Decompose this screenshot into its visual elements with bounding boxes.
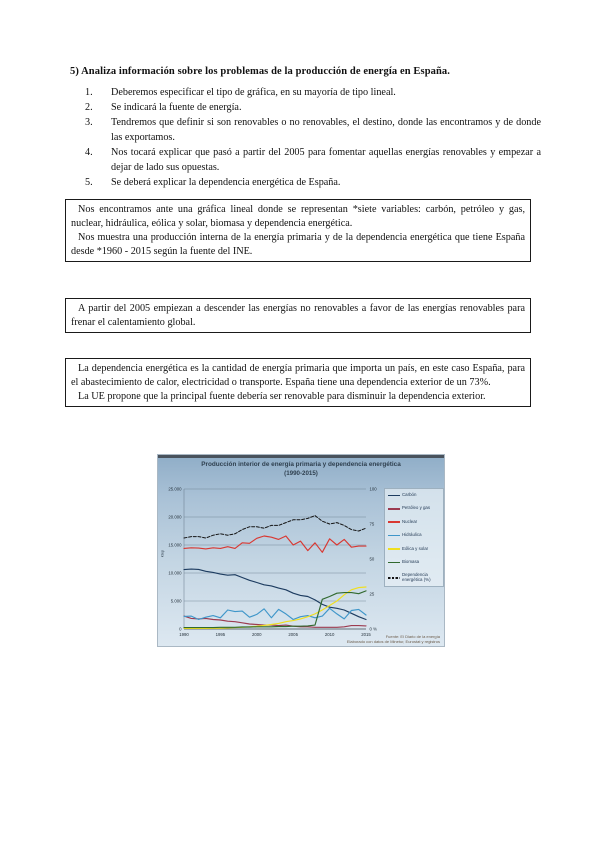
svg-text:1990: 1990 <box>179 632 189 637</box>
legend-item: Nuclear <box>388 518 441 525</box>
legend-line-swatch <box>388 521 400 523</box>
list-item: 5. Se deberá explicar la dependencia ener… <box>85 175 541 190</box>
chart-image: 25.000 20.000 15.000 10.000 5.000 0 100 75 50 25 0… <box>157 454 445 647</box>
list-item: 4. Nos tocará explicar que pasó a partir … <box>85 145 541 175</box>
list-item-text: Se deberá explicar la dependencia energé… <box>111 177 341 188</box>
legend-label: Carbón <box>402 492 417 497</box>
legend-item: Dependencia energética (%) <box>388 573 441 583</box>
legend-label: Dependencia energética (%) <box>402 572 431 583</box>
list-item: 3. Tendremos que definir si son renovable… <box>85 115 541 145</box>
legend-label: Petróleo y gas <box>402 505 431 511</box>
legend-line-swatch <box>388 507 400 510</box>
svg-text:10.000: 10.000 <box>168 571 182 576</box>
list-item-text: Nos tocará explicar que pasó a partir de… <box>111 147 541 173</box>
list-item-text: Tendremos que definir si son renovables … <box>111 117 541 143</box>
legend-label: Nuclear <box>402 518 418 524</box>
svg-text:2015: 2015 <box>361 632 371 637</box>
photo-top-edge <box>158 455 444 458</box>
list-item-number: 2. <box>85 102 93 113</box>
list-item-text: Deberemos especificar el tipo de gráfica… <box>111 87 396 98</box>
legend-label: Eólica y solar <box>402 545 429 551</box>
svg-text:100: 100 <box>370 487 378 492</box>
svg-text:1995: 1995 <box>216 632 226 637</box>
page-title: 5) Analiza información sobre los problem… <box>70 66 450 77</box>
legend-label: Hidráulica <box>402 532 422 538</box>
list-item-number: 5. <box>85 177 93 188</box>
source-line: Fuente: El Diario de la energía <box>385 634 440 639</box>
svg-text:2000: 2000 <box>252 632 262 637</box>
list-item-text: Se indicará la fuente de energía. <box>111 102 242 113</box>
legend-label: Biomasa <box>402 558 420 564</box>
answer-box-energy-dependence: La dependencia energética es la cantidad… <box>65 358 531 407</box>
svg-text:5.000: 5.000 <box>171 599 182 604</box>
source-line: Elaborado con datos de Minetur, Eurostat… <box>346 639 440 644</box>
answer-box-graph-description: Nos encontramos ante una gráfica lineal … <box>65 199 531 262</box>
svg-text:15.000: 15.000 <box>168 543 182 548</box>
list-item-number: 4. <box>85 147 93 158</box>
list-item-number: 3. <box>85 117 93 128</box>
paragraph: Nos muestra una producción interna de la… <box>71 232 525 257</box>
svg-text:2005: 2005 <box>288 632 298 637</box>
chart-legend: Carbón Petróleo y gas Nuclear Hidráulica Eól… <box>384 488 444 587</box>
svg-text:50: 50 <box>370 557 375 562</box>
svg-text:0: 0 <box>179 627 182 632</box>
chart-title: Producción interior de energía primaria … <box>201 461 401 468</box>
svg-text:0 %: 0 % <box>370 627 378 632</box>
list-item-number: 1. <box>85 87 93 98</box>
source-note: Fuente: El Diario de la energía Elaborad… <box>347 634 440 644</box>
paragraph: Nos encontramos ante una gráfica lineal … <box>71 204 525 229</box>
svg-text:25: 25 <box>370 592 375 597</box>
svg-text:2010: 2010 <box>325 632 335 637</box>
legend-item: Eólica y solar <box>388 545 441 552</box>
svg-text:25.000: 25.000 <box>168 487 182 492</box>
paragraph: A partir del 2005 empiezan a descender l… <box>71 303 525 328</box>
legend-line-swatch <box>388 561 400 564</box>
legend-line-swatch <box>388 494 400 497</box>
chart-subtitle: (1990-2015) <box>284 469 318 477</box>
list-item: 1. Deberemos especificar el tipo de gráfi… <box>85 85 541 100</box>
legend-line-swatch <box>388 577 400 579</box>
svg-text:20.000: 20.000 <box>168 515 182 520</box>
answer-box-2005-trend: A partir del 2005 empiezan a descender l… <box>65 298 531 333</box>
y-axis-label: ktep <box>159 549 165 558</box>
task-list: 1. Deberemos especificar el tipo de gráfi… <box>85 85 541 190</box>
legend-item: Biomasa <box>388 558 441 565</box>
legend-line-swatch <box>388 534 400 537</box>
chart-plot: 25.000 20.000 15.000 10.000 5.000 0 100 75 50 25 0… <box>168 487 378 637</box>
legend-item: Petróleo y gas <box>388 506 441 511</box>
list-item: 2. Se indicará la fuente de energía. <box>85 100 541 115</box>
paragraph: La UE propone que la principal fuente de… <box>78 391 486 402</box>
paragraph: La dependencia energética es la cantidad… <box>71 363 525 388</box>
legend-item: Carbón <box>388 492 441 498</box>
svg-text:75: 75 <box>370 522 375 527</box>
legend-line-swatch <box>388 548 400 550</box>
legend-item: Hidráulica <box>388 532 441 538</box>
